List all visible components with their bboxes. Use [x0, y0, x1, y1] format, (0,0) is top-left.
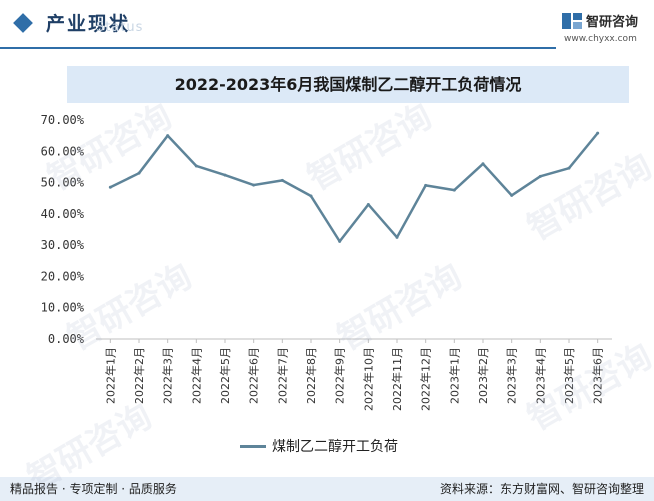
x-tick-label: 2022年7月: [275, 347, 289, 404]
x-tick-label: 2022年3月: [161, 347, 175, 404]
y-tick-label: 10.00%: [41, 301, 85, 315]
x-tick-label: 2023年1月: [447, 347, 461, 404]
data-point: [452, 188, 456, 192]
x-tick-label: 2022年8月: [304, 347, 318, 404]
legend-swatch: [240, 444, 266, 448]
x-tick-label: 2022年6月: [247, 347, 261, 404]
data-point: [166, 134, 170, 138]
data-point: [108, 185, 112, 189]
data-point: [252, 183, 256, 187]
x-tick-label: 2022年10月: [361, 347, 375, 411]
data-point: [538, 174, 542, 178]
data-point: [596, 131, 600, 135]
series-line: [109, 132, 599, 243]
x-tick-label: 2022年1月: [103, 347, 117, 404]
x-tick-label: 2023年5月: [562, 347, 576, 404]
data-point: [510, 193, 514, 197]
data-point: [481, 162, 485, 166]
data-point: [309, 194, 313, 198]
y-tick-label: 20.00%: [41, 269, 85, 283]
section-header: 产业现状 Status 智研咨询 www.chyxx.com: [0, 0, 654, 52]
chart-title: 2022-2023年6月我国煤制乙二醇开工负荷情况: [174, 75, 522, 94]
chart-legend: 煤制乙二醇开工负荷: [240, 436, 398, 456]
legend-label: 煤制乙二醇开工负荷: [272, 439, 398, 455]
data-point: [395, 235, 399, 239]
brand-url: www.chyxx.com: [564, 34, 637, 44]
x-tick-label: 2022年5月: [218, 347, 232, 404]
data-point: [137, 171, 141, 175]
data-point: [223, 173, 227, 177]
footer-source: 资料来源：东方财富网、智研咨询整理: [439, 482, 644, 496]
chart-title-band: [67, 66, 629, 103]
section-title: 产业现状: [46, 13, 131, 35]
x-tick-label: 2022年2月: [132, 347, 146, 404]
x-tick-label: 2022年12月: [419, 347, 433, 411]
data-point: [424, 183, 428, 187]
x-tick-label: 2022年9月: [333, 347, 347, 404]
data-point: [194, 164, 198, 168]
y-tick-label: 60.00%: [41, 144, 85, 158]
data-point: [567, 166, 571, 170]
y-tick-label: 70.00%: [41, 113, 85, 127]
data-point: [338, 239, 342, 243]
x-tick-label: 2023年3月: [505, 347, 519, 404]
header-divider: [0, 47, 556, 49]
y-tick-label: 30.00%: [41, 238, 85, 252]
brand-name: 智研咨询: [586, 15, 639, 30]
x-tick-label: 2023年2月: [476, 347, 490, 404]
x-tick-label: 2023年4月: [533, 347, 547, 404]
data-point: [280, 178, 284, 182]
y-tick-label: 50.00%: [41, 176, 85, 190]
y-tick-label: 40.00%: [41, 207, 85, 221]
x-tick-label: 2023年6月: [591, 347, 605, 404]
section-ghost-text: Status: [96, 20, 144, 35]
y-tick-label: 0.00%: [48, 332, 85, 346]
footer-bar: 精品报告 · 专项定制 · 品质服务 资料来源：东方财富网、智研咨询整理: [0, 477, 654, 501]
data-point: [366, 202, 370, 206]
brand-logo-icon: [562, 13, 582, 29]
footer-slogan: 精品报告 · 专项定制 · 品质服务: [10, 482, 177, 496]
x-tick-label: 2022年11月: [390, 347, 404, 411]
x-tick-label: 2022年4月: [189, 347, 203, 404]
